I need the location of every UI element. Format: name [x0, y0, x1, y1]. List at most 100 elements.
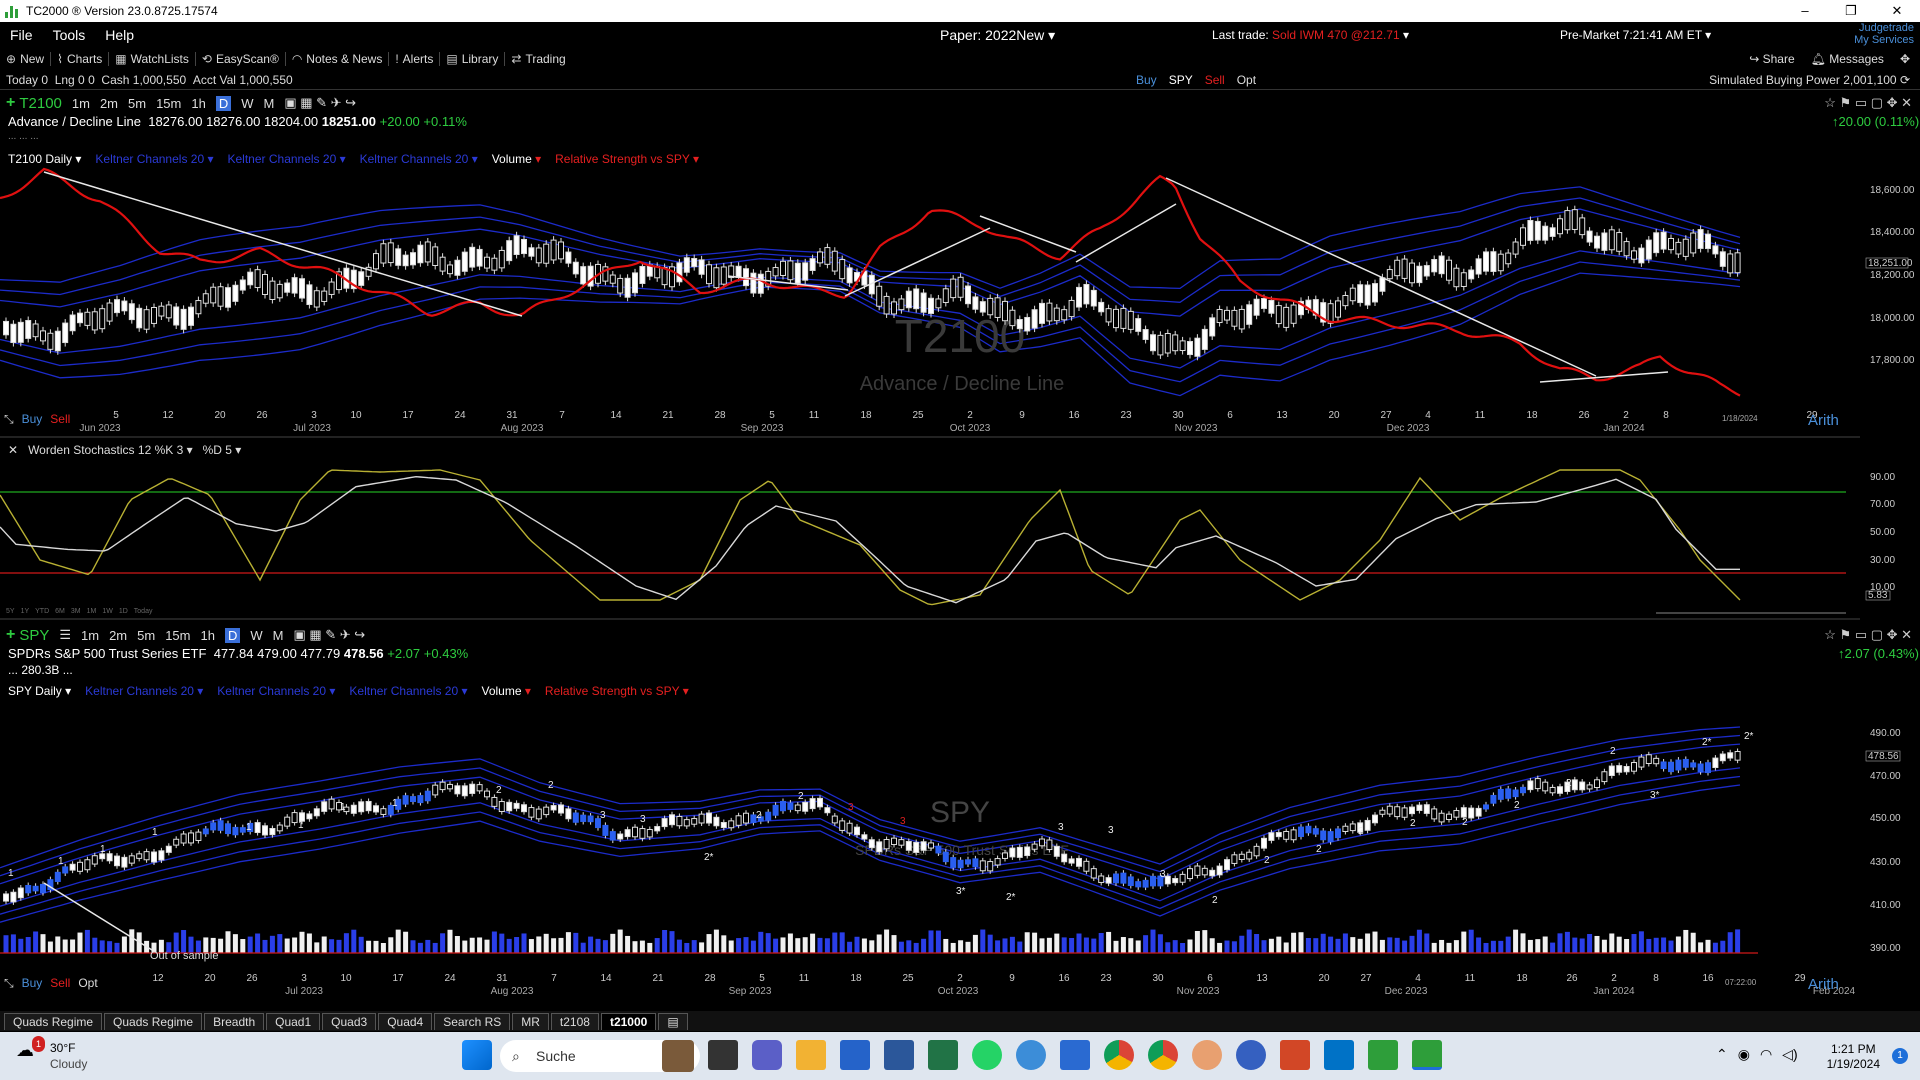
tab-mr[interactable]: MR	[512, 1012, 549, 1030]
tc2000-active-icon[interactable]	[1412, 1040, 1442, 1070]
spy-chart-label[interactable]: SPY Daily ▾	[8, 684, 72, 698]
tf-1m[interactable]: 1m	[71, 95, 90, 111]
spy-expand-icon[interactable]: ⤡	[4, 976, 14, 990]
t2100-chart-label[interactable]: T2100 Daily ▾	[8, 152, 82, 166]
powerpoint-icon[interactable]	[1280, 1040, 1310, 1070]
status-buy-button[interactable]: Buy	[1136, 72, 1157, 87]
legend-keltner-1[interactable]: Keltner Channels 20 ▾	[85, 684, 204, 698]
tab-quads-regime-1[interactable]: Quads Regime	[4, 1012, 103, 1030]
pane1-window-controls[interactable]: ☆ ⚑ ▭ ▢ ✥ ✕	[1824, 95, 1912, 110]
watchlists-button[interactable]: ▦ WatchLists	[115, 52, 196, 66]
menu-file[interactable]: File	[10, 27, 33, 43]
tc2000-icon[interactable]	[1368, 1040, 1398, 1070]
charts-canvas[interactable]: T2100 Advance / Decline Line 18,600.00 1…	[0, 0, 1920, 1011]
network-icon[interactable]: ◉	[1737, 1046, 1750, 1062]
folder-icon[interactable]	[796, 1040, 826, 1070]
range-today[interactable]: Today	[133, 608, 153, 615]
judgetrade-link[interactable]: Judgetrade My Services	[1854, 22, 1914, 46]
tab-quad1[interactable]: Quad1	[266, 1012, 321, 1030]
spy-buy-button[interactable]: Buy	[21, 976, 43, 990]
alerts-button[interactable]: ! Alerts	[395, 52, 441, 66]
t2100-trendlines[interactable]	[43, 171, 1669, 383]
tf-weekly[interactable]: W	[250, 627, 263, 643]
notes-icon[interactable]	[1060, 1040, 1090, 1070]
tf-2m[interactable]: 2m	[99, 95, 119, 111]
status-sell-button[interactable]: Sell	[1204, 72, 1225, 87]
close-icon[interactable]: ✕	[1891, 3, 1903, 18]
new-button[interactable]: ⊕ New	[6, 52, 52, 66]
tf-monthly[interactable]: M	[263, 95, 275, 111]
chrome-icon-2[interactable]	[1148, 1040, 1178, 1070]
stoch-label[interactable]: Worden Stochastics 12 %K 3 ▾	[28, 443, 193, 457]
legend-keltner-3[interactable]: Keltner Channels 20 ▾	[349, 684, 468, 698]
taskbar-clock[interactable]: 1:21 PM 1/19/2024	[1826, 1042, 1880, 1071]
legend-keltner-2[interactable]: Keltner Channels 20 ▾	[227, 152, 346, 166]
tf-weekly[interactable]: W	[241, 95, 254, 111]
legend-keltner-1[interactable]: Keltner Channels 20 ▾	[95, 152, 214, 166]
t2100-symbol[interactable]: T2100	[19, 94, 62, 112]
tf-1h[interactable]: 1h	[200, 627, 215, 643]
chart-tools-icons[interactable]: ▣ ▦ ✎ ✈ ↪	[293, 627, 366, 642]
range-1y[interactable]: 1Y	[20, 608, 30, 615]
chart-tools-icons[interactable]: ▣ ▦ ✎ ✈ ↪	[284, 95, 357, 110]
tab-quads-regime-2[interactable]: Quads Regime	[104, 1012, 203, 1030]
legend-keltner-2[interactable]: Keltner Channels 20 ▾	[217, 684, 336, 698]
stoch-close-icon[interactable]: ✕	[8, 443, 19, 457]
t2100-sell-button[interactable]: Sell	[50, 412, 71, 426]
weather-widget[interactable]: ☁ 1 30°F Cloudy	[16, 1036, 87, 1072]
legend-rs[interactable]: Relative Strength vs SPY ▾	[544, 684, 689, 698]
account-selector[interactable]: Paper: 2022New ▾	[940, 26, 1056, 43]
restore-icon[interactable]: ❐	[1845, 3, 1857, 18]
tab-quad3[interactable]: Quad3	[322, 1012, 377, 1030]
list-icon[interactable]: ☰	[59, 627, 72, 642]
wifi-icon[interactable]: ◠	[1759, 1046, 1773, 1062]
tab-t21000[interactable]: t21000	[600, 1012, 657, 1030]
tab-t2108[interactable]: t2108	[550, 1012, 599, 1030]
charts-button[interactable]: ⌇ Charts	[57, 52, 110, 66]
t2100-arith-toggle[interactable]: Arith	[1808, 412, 1839, 429]
chrome-icon[interactable]	[1104, 1040, 1134, 1070]
menu-tools[interactable]: Tools	[52, 27, 86, 43]
tf-15m[interactable]: 15m	[165, 627, 191, 643]
stoch-d-label[interactable]: %D 5 ▾	[202, 443, 242, 457]
feather-icon[interactable]	[1236, 1040, 1266, 1070]
share-button[interactable]: ↪ Share	[1749, 52, 1795, 66]
range-ytd[interactable]: YTD	[35, 608, 50, 615]
range-3m[interactable]: 3M	[70, 608, 81, 615]
add-symbol-icon[interactable]: +	[6, 94, 16, 111]
spy-opt-button[interactable]: Opt	[78, 976, 98, 990]
status-opt-button[interactable]: Opt	[1236, 72, 1257, 87]
excel-icon[interactable]	[928, 1040, 958, 1070]
tf-2m[interactable]: 2m	[109, 627, 128, 643]
library-button[interactable]: ▤ Library	[446, 52, 506, 66]
windows-start-icon[interactable]	[462, 1040, 492, 1070]
volume-icon[interactable]: ◁)	[1782, 1046, 1798, 1062]
range-6m[interactable]: 6M	[55, 608, 65, 615]
notes-news-button[interactable]: ◠ Notes & News	[292, 52, 390, 66]
legend-volume[interactable]: Volume ▾	[481, 684, 531, 698]
tf-15m[interactable]: 15m	[156, 95, 182, 111]
menu-help[interactable]: Help	[105, 27, 135, 43]
store-icon[interactable]	[840, 1040, 870, 1070]
chevron-up-icon[interactable]: ⌃	[1716, 1046, 1728, 1062]
range-1w[interactable]: 1W	[102, 608, 113, 615]
t2100-buy-button[interactable]: Buy	[21, 412, 43, 426]
last-trade[interactable]: Last trade: Sold IWM 470 @212.71 ▾	[1212, 28, 1409, 42]
toolbar-pin-icon[interactable]: ✥	[1899, 52, 1910, 66]
outlook-icon[interactable]	[1324, 1040, 1354, 1070]
legend-rs[interactable]: Relative Strength vs SPY ▾	[555, 152, 699, 166]
tf-daily[interactable]: D	[224, 627, 241, 643]
add-tab-icon[interactable]: ▤	[658, 1012, 688, 1030]
tab-quad4[interactable]: Quad4	[378, 1012, 433, 1030]
spy-symbol[interactable]: SPY	[19, 626, 50, 644]
globe-icon[interactable]	[1016, 1040, 1046, 1070]
user-avatar-icon[interactable]	[662, 1040, 694, 1072]
word-icon[interactable]	[884, 1040, 914, 1070]
tf-5m[interactable]: 5m	[137, 627, 156, 643]
file-icon[interactable]	[708, 1040, 738, 1070]
tf-monthly[interactable]: M	[272, 627, 284, 643]
tf-5m[interactable]: 5m	[128, 95, 147, 111]
system-tray[interactable]: ⌃ ◉ ◠ ◁)	[1716, 1046, 1798, 1063]
tf-1m[interactable]: 1m	[81, 627, 100, 643]
spy-sell-button[interactable]: Sell	[50, 976, 71, 990]
